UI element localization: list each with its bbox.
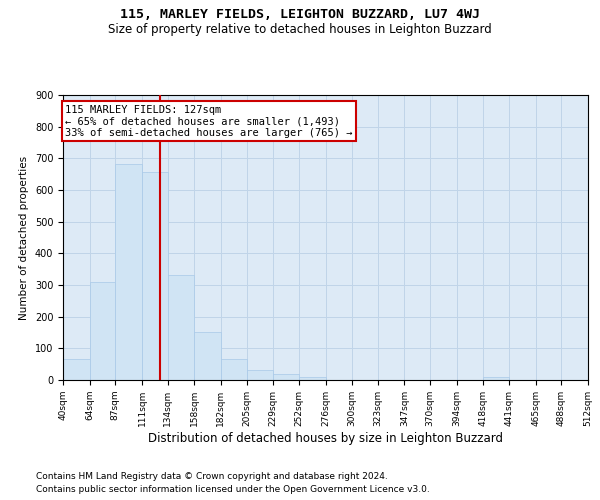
Text: 115, MARLEY FIELDS, LEIGHTON BUZZARD, LU7 4WJ: 115, MARLEY FIELDS, LEIGHTON BUZZARD, LU…	[120, 8, 480, 20]
Bar	[89, 282, 115, 380]
Bar	[247, 370, 273, 380]
Text: Size of property relative to detached houses in Leighton Buzzard: Size of property relative to detached ho…	[108, 22, 492, 36]
X-axis label: Distribution of detached houses by size in Leighton Buzzard: Distribution of detached houses by size …	[148, 432, 503, 444]
Bar	[484, 377, 509, 380]
Bar	[194, 332, 221, 380]
Text: Contains HM Land Registry data © Crown copyright and database right 2024.: Contains HM Land Registry data © Crown c…	[36, 472, 388, 481]
Bar	[167, 274, 194, 380]
Y-axis label: Number of detached properties: Number of detached properties	[19, 156, 29, 320]
Bar	[299, 376, 325, 380]
Bar	[115, 164, 142, 380]
Bar	[221, 360, 247, 380]
Bar	[63, 360, 89, 380]
Text: 115 MARLEY FIELDS: 127sqm
← 65% of detached houses are smaller (1,493)
33% of se: 115 MARLEY FIELDS: 127sqm ← 65% of detac…	[65, 104, 353, 138]
Bar	[142, 172, 167, 380]
Text: Contains public sector information licensed under the Open Government Licence v3: Contains public sector information licen…	[36, 484, 430, 494]
Bar	[273, 374, 299, 380]
